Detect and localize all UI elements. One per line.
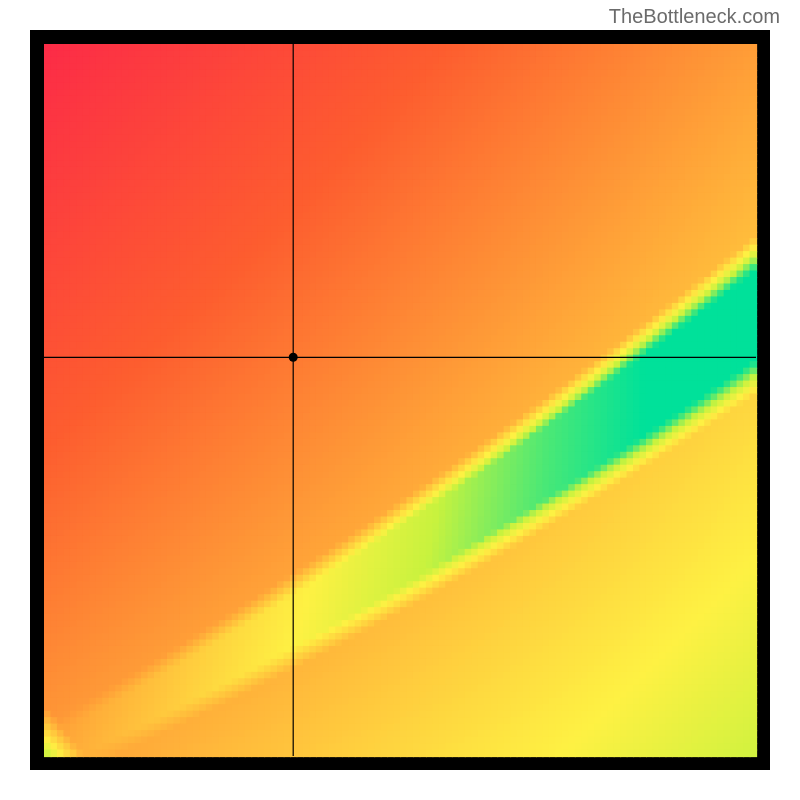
heatmap-canvas	[30, 30, 770, 770]
plot-frame	[30, 30, 770, 770]
chart-container: TheBottleneck.com	[0, 0, 800, 800]
watermark-label: TheBottleneck.com	[609, 6, 780, 29]
